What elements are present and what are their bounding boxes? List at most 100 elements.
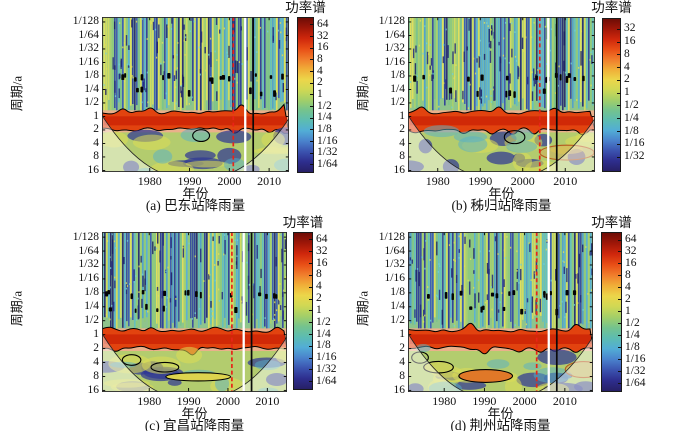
y-tick-label: 1 (399, 328, 405, 341)
colorbar-tick-mark (309, 369, 313, 371)
y-tick-label: 1/2 (84, 96, 99, 109)
colorbar-tick-mark (617, 54, 621, 56)
colorbar-tick-mark (310, 141, 314, 143)
colorbar-tick-label: 1/2 (625, 316, 640, 329)
spectrogram-plot-b (408, 17, 595, 172)
y-tick-label: 1/16 (384, 55, 405, 68)
y-tick-label: 1/4 (390, 300, 405, 313)
colorbar-tick-label: 1/32 (624, 150, 645, 163)
colorbar-title-b: 功率谱 (591, 0, 632, 15)
y-tick-label: 1/8 (84, 69, 99, 82)
x-tick-label: 2010 (553, 174, 578, 188)
y-tick-label: 16 (87, 163, 100, 176)
y-tick-label: 16 (393, 163, 406, 176)
colorbar-tick-mark (618, 323, 622, 325)
x-tick-label: 1990 (176, 394, 201, 408)
y-tick-label: 1/16 (78, 272, 99, 285)
colorbar-tick-label: 8 (625, 268, 631, 281)
colorbar-tick-label: 1/64 (317, 157, 338, 170)
x-axis-label: 年份 (181, 406, 208, 421)
colorbar-tick-mark (309, 310, 313, 312)
colorbar-tick-label: 1/8 (625, 340, 640, 353)
colorbar-tick-mark (310, 24, 314, 26)
colorbar-tick-mark (618, 359, 622, 361)
colorbar-tick-label: 1/32 (316, 362, 337, 375)
colorbar-tick-label: 1/4 (317, 111, 332, 124)
colorbar-tick-mark (309, 286, 313, 288)
y-tick-label: 1/2 (84, 314, 99, 327)
y-tick-label: 1/8 (390, 69, 405, 82)
colorbar-title-d: 功率谱 (591, 215, 632, 230)
colorbar-tick-mark (309, 263, 313, 265)
x-tick-label: 1990 (177, 174, 202, 188)
y-tick-label: 1/32 (384, 258, 405, 271)
wavelet-heatmap (102, 232, 287, 392)
colorbar-tick-mark (618, 347, 622, 349)
y-tick-label: 16 (393, 383, 406, 396)
colorbar-tick-mark (618, 287, 622, 289)
colorbar-tick-mark (617, 143, 621, 145)
colorbar-tick-mark (618, 383, 622, 385)
colorbar-tick-label: 1/8 (624, 124, 639, 137)
colorbar-tick-label: 32 (624, 22, 636, 35)
y-tick-label: 1/16 (384, 272, 405, 285)
colorbar-tick-mark (617, 28, 621, 30)
y-tick-label: 8 (399, 150, 405, 163)
colorbar-tick-mark (309, 239, 313, 241)
colorbar-tick-label: 32 (317, 29, 329, 42)
colorbar-tick-label: 1 (625, 304, 631, 317)
colorbar-tick-label: 1/16 (316, 351, 337, 364)
colorbar-tick-mark (617, 105, 621, 107)
x-tick-label: 2010 (257, 174, 282, 188)
panel-caption-d: (d) 荆州站降雨量 (450, 418, 551, 431)
colorbar-tick-mark (618, 263, 622, 265)
colorbar-tick-label: 2 (625, 292, 631, 305)
y-tick-label: 1/16 (78, 55, 99, 68)
colorbar-tick-mark (310, 47, 314, 49)
panel-caption-b: (b) 秭归站降雨量 (451, 198, 552, 213)
colorbar-tick-label: 16 (316, 256, 328, 269)
colorbar-tick-mark (309, 334, 313, 335)
colorbar-tick-label: 1/16 (317, 134, 338, 147)
colorbar-tick-label: 1/16 (625, 352, 646, 365)
colorbar-tick-mark (310, 117, 314, 119)
x-tick-label: 1980 (432, 394, 457, 408)
x-tick-label: 1990 (472, 394, 497, 408)
y-tick-label: 4 (93, 356, 99, 369)
colorbar-tick-label: 1 (624, 86, 630, 99)
y-tick-label: 1/128 (72, 15, 99, 28)
colorbar-tick-mark (309, 251, 313, 253)
colorbar-tick-label: 1 (316, 303, 322, 316)
y-tick-label: 1/4 (390, 82, 405, 95)
colorbar-tick-mark (309, 357, 313, 359)
y-tick-label: 1/4 (84, 300, 99, 313)
colorbar-b (602, 18, 621, 172)
colorbar-tick-label: 8 (316, 268, 322, 281)
colorbar-tick-mark (618, 275, 622, 277)
colorbar-tick-label: 1/4 (625, 328, 640, 341)
x-tick-label: 2000 (215, 394, 240, 408)
colorbar-tick-label: 1/64 (316, 374, 337, 387)
y-tick-label: 2 (93, 123, 99, 136)
y-tick-label: 1/64 (384, 244, 405, 257)
y-tick-label: 1/8 (84, 286, 99, 299)
colorbar-tick-label: 16 (624, 35, 636, 48)
x-axis-label: 年份 (488, 186, 515, 201)
colorbar-tick-label: 32 (625, 244, 637, 257)
colorbar-tick-mark (310, 36, 314, 37)
y-tick-label: 1/32 (78, 258, 99, 271)
x-tick-label: 2000 (510, 174, 535, 188)
y-tick-label: 1 (399, 109, 405, 122)
colorbar-tick-label: 1/32 (317, 146, 338, 159)
colorbar-tick-mark (618, 239, 622, 241)
colorbar-tick-label: 1/16 (624, 137, 645, 150)
colorbar-tick-label: 64 (316, 232, 328, 245)
colorbar-tick-label: 1/32 (625, 364, 646, 377)
y-tick-label: 2 (399, 123, 405, 136)
colorbar-tick-mark (618, 335, 622, 337)
colorbar-tick-label: 1/8 (316, 339, 331, 352)
colorbar-tick-label: 1/2 (317, 99, 332, 112)
spectrogram-plot-c (102, 232, 287, 392)
colorbar-tick-mark (617, 118, 621, 120)
